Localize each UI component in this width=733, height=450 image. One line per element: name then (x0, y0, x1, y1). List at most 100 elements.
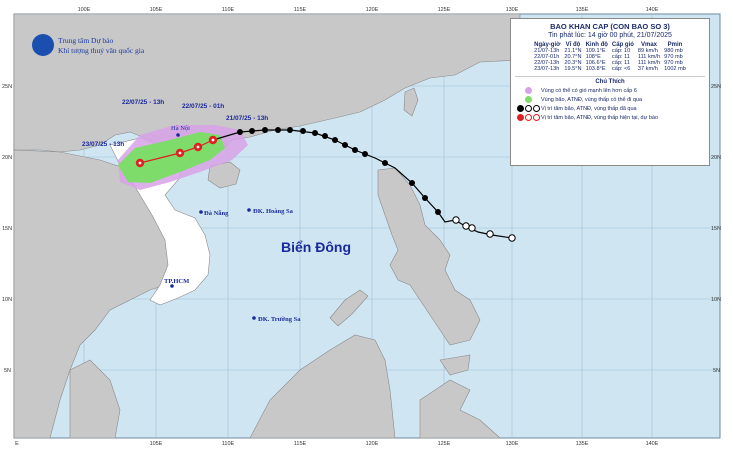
table-cell: 980 mb (664, 48, 683, 54)
green-zone-swatch-icon (524, 96, 532, 103)
bottom-lon-label: 105E (150, 441, 163, 447)
table-cell: 20.3°N (564, 60, 582, 66)
bottom-lon-label: 120E (366, 441, 379, 447)
hanoi-label: Hà Nội (171, 125, 190, 132)
table-row: 23/07-13h 19.5°N 103.8°E cấp: <6 37 km/h… (532, 66, 688, 72)
table-cell: 23/07-13h (534, 66, 560, 72)
right-lat-label: 25N (711, 84, 721, 90)
bulletin-title: BAO KHAN CAP (CON BAO SO 3) (550, 22, 670, 31)
table-cell: 970 mb (664, 54, 683, 60)
table-cell: 89 km/h (637, 48, 658, 54)
hoangsa-label: ĐK. Hoàng Sa (253, 208, 294, 215)
bottom-lon-label: 110E (222, 441, 235, 447)
column-header: Cấp gió (611, 42, 634, 48)
left-lat-label: 20N (2, 155, 12, 161)
column-header: Vĩ độ (565, 42, 581, 48)
top-lon-label: 110E (222, 7, 235, 13)
table-cell: 20.7°N (564, 54, 582, 60)
right-lat-label: 5N (713, 368, 720, 374)
bottom-lon-label: 125E (438, 441, 451, 447)
table-cell: 22/07-13h (534, 60, 560, 66)
left-lat-label: 10N (2, 297, 12, 303)
column-header: Ngày-giờ (534, 42, 561, 48)
table-cell: 111 km/h (637, 54, 661, 60)
table-cell: 111 km/h (637, 60, 661, 66)
table-cell: 109.1°E (585, 48, 606, 54)
hoangsa-dot (247, 208, 251, 212)
top-lon-label: 120E (366, 7, 379, 13)
top-lon-label: 105E (150, 7, 163, 13)
top-lon-label: 115E (294, 7, 307, 13)
bottom-lon-label: 130E (506, 441, 519, 447)
bottom-lon-label: 115E (294, 441, 307, 447)
top-lon-label: 130E (506, 7, 519, 13)
table-cell: cấp: 10 (611, 48, 631, 54)
taiwan-island (403, 87, 419, 117)
right-lat-label: 20N (711, 155, 721, 161)
top-lon-label: 135E (576, 7, 589, 13)
table-row: 22/07-13h 20.3°N 106.6°E cấp: 11 111 km/… (532, 60, 688, 66)
top-lon-label: 125E (438, 7, 451, 13)
top-lon-label: 140E (646, 7, 659, 13)
hanoi-dot (176, 133, 180, 137)
column-header: Kinh độ (585, 42, 608, 48)
forecast-table: Ngày-giờ Vĩ độ Kinh độ Cấp gió Vmax Pmin… (532, 42, 688, 72)
bulletin-panel: BAO KHAN CAP (CON BAO SO 3) Tin phát lúc… (510, 18, 710, 166)
table-cell: 1002 mb (664, 66, 686, 72)
truongsa-dot (252, 316, 256, 320)
hcm-dot (170, 284, 174, 288)
left-lat-label: 5N (4, 368, 11, 374)
table-cell: 970 mb (664, 60, 683, 66)
table-row: 21/07-13h 21.1°N 109.1°E cấp: 10 89 km/h… (532, 48, 688, 54)
agency-name-line1: Trung tâm Dự báo (58, 36, 114, 45)
bulletin-issued: Tin phát lúc: 14 giờ 00 phút, 21/07/2025 (548, 32, 672, 39)
hcm-label: TP.HCM (164, 278, 189, 285)
column-header: Pmin (667, 42, 683, 48)
table-cell: 108°E (585, 54, 601, 60)
danang-dot (199, 210, 203, 214)
table-cell: cấp: <6 (611, 66, 631, 72)
legend-item-label: Vị trí tâm bão, ATNĐ, vùng thấp hiện tại… (541, 114, 659, 121)
malay-peninsula (69, 359, 121, 439)
track-time-label: 23/07/25 - 13h (82, 141, 124, 148)
track-time-label: 21/07/25 - 13h (226, 115, 268, 122)
legend-item-label: Vùng bão, ATNĐ, vùng thấp có thể đi qua (541, 96, 643, 103)
agency-logo-icon (32, 34, 54, 56)
track-time-label: 22/07/25 - 13h (122, 99, 164, 106)
sulawesi-land (439, 354, 471, 376)
table-cell: 103.8°E (585, 66, 606, 72)
forecast-track-line (139, 139, 214, 164)
left-lat-label: 15N (2, 226, 12, 232)
past-storm-markers (237, 127, 516, 242)
truongsa-label: ĐK. Trường Sa (258, 316, 301, 323)
philippines-islands (377, 167, 481, 346)
table-header-row: Ngày-giờ Vĩ độ Kinh độ Cấp gió Vmax Pmin (532, 42, 688, 48)
agency-name: Trung tâm Dự báo Khí tượng thuỷ văn quốc… (58, 36, 144, 56)
table-cell: 19.5°N (564, 66, 582, 72)
table-cell: 22/07-01h (534, 54, 560, 60)
right-lat-label: 10N (711, 297, 721, 303)
indonesia-land (419, 379, 501, 439)
track-time-label: 22/07/25 - 01h (182, 103, 224, 110)
legend-item-label: Vùng có thể có gió mạnh lên hơn cấp 6 (541, 87, 637, 94)
table-cell: cấp: 11 (611, 54, 630, 60)
table-row: 22/07-01h 20.7°N 108°E cấp: 11 111 km/h … (532, 54, 688, 60)
bottom-lon-label: 135E (576, 441, 589, 447)
legend-item-label: Vị trí tâm bão, ATNĐ, vùng thấp đã qua (541, 105, 637, 112)
sea-label: Biển Đông (281, 239, 351, 255)
danang-label: Đà Nẵng (204, 210, 229, 217)
left-lat-label: 25N (2, 84, 12, 90)
table-cell: 37 km/h (637, 66, 658, 72)
hainan-island (207, 161, 241, 189)
legend-item: Vị trí tâm bão, ATNĐ, vùng thấp đã qua (515, 105, 705, 112)
past-storm-symbols-icon (515, 105, 541, 112)
legend: Chú Thích Vùng có thể có gió mạnh lên hơ… (515, 76, 705, 121)
legend-item: Vùng có thể có gió mạnh lên hơn cấp 6 (515, 87, 705, 94)
legend-item: Vùng bão, ATNĐ, vùng thấp có thể đi qua (515, 96, 705, 103)
column-header: Vmax (640, 42, 657, 48)
purple-zone-swatch-icon (524, 87, 532, 94)
top-lon-label: 100E (78, 7, 91, 13)
legend-title: Chú Thích (595, 79, 625, 85)
palawan-island (329, 289, 369, 327)
bottom-lon-label: E (15, 441, 19, 447)
